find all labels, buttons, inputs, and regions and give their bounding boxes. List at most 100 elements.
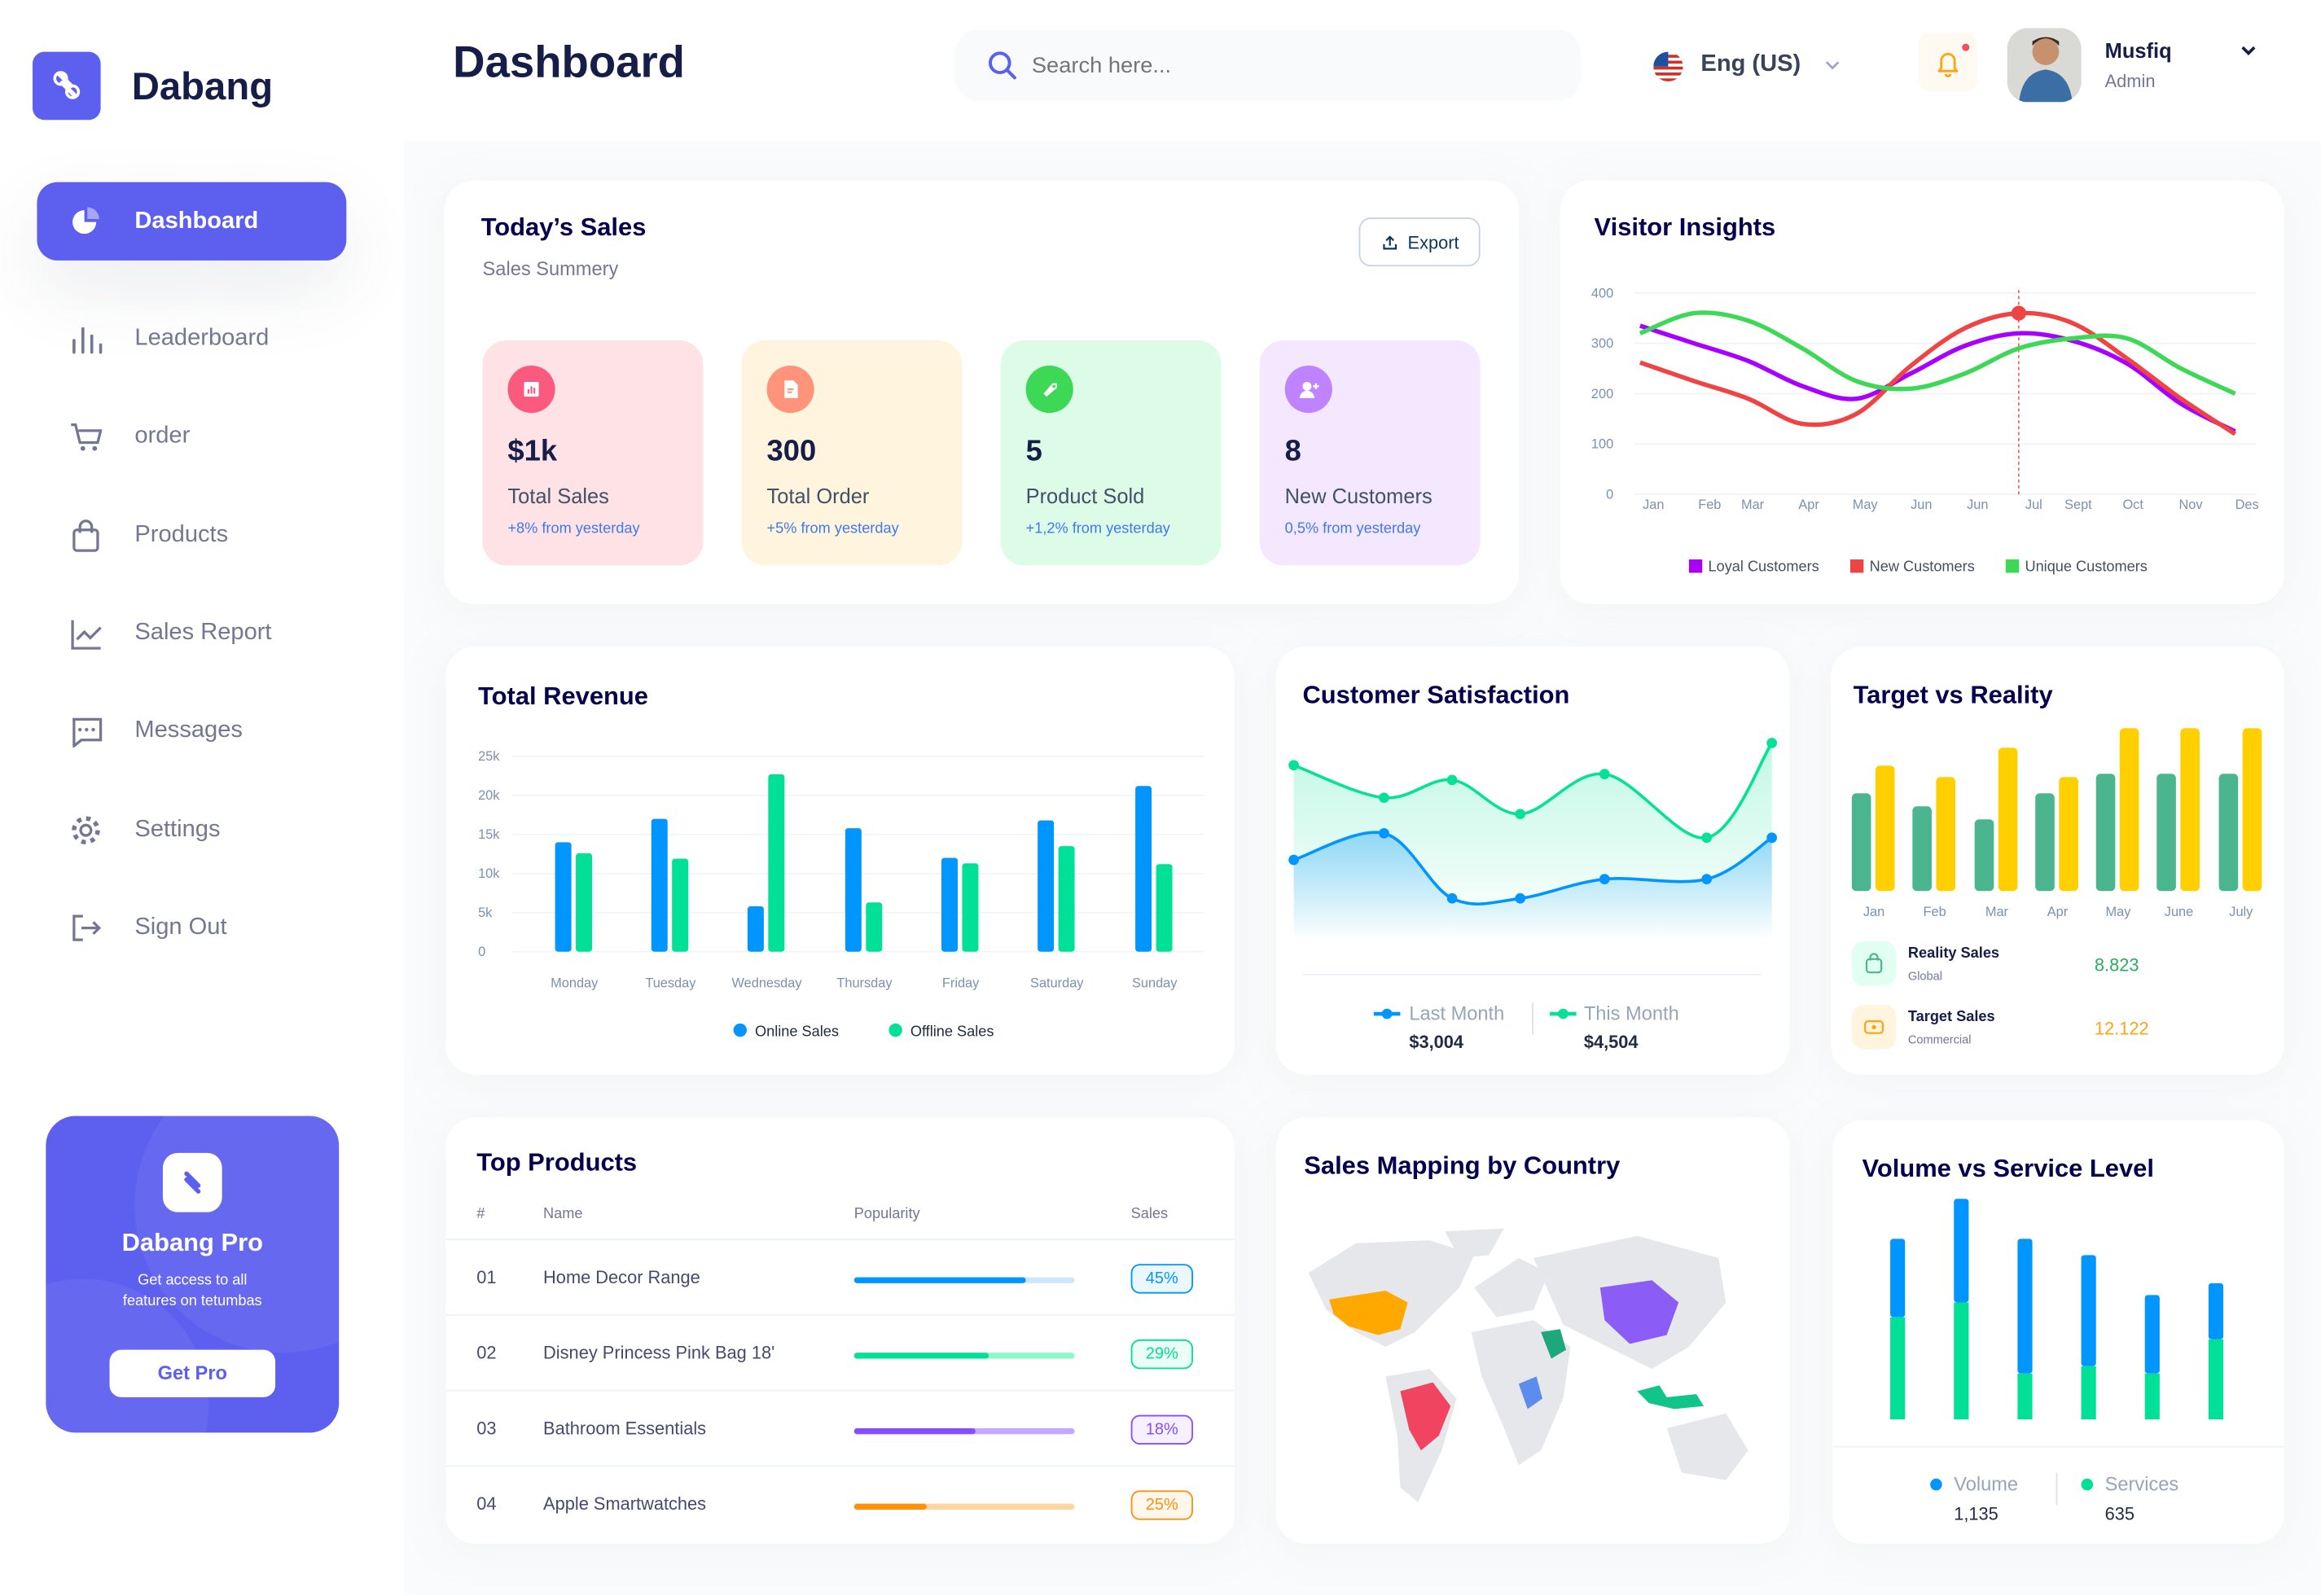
column-header: Sales — [1130, 1206, 1169, 1223]
export-label: Export — [1407, 232, 1459, 253]
legend-label: Offline Sales — [910, 1023, 994, 1039]
x-tick-label: Oct — [2122, 498, 2143, 512]
sales-badge: 25% — [1130, 1490, 1193, 1520]
gear-icon — [72, 815, 100, 844]
x-tick-label: July — [2229, 905, 2253, 919]
x-tick-label: Apr — [1798, 498, 1819, 512]
popularity-fill — [853, 1353, 989, 1359]
x-tick-label: Thursday — [836, 976, 893, 990]
data-point — [1766, 738, 1778, 748]
y-tick-label: 0 — [1606, 488, 1613, 502]
data-point — [1379, 827, 1389, 839]
table-row[interactable]: 01 Home Decor Range 45% — [445, 1239, 1235, 1314]
bar-services — [1954, 1302, 1969, 1420]
search-input[interactable] — [1031, 47, 1551, 83]
sidebar-item-messages[interactable]: Messages — [37, 691, 346, 770]
card-title: Total Revenue — [478, 682, 648, 711]
notifications-button[interactable] — [1918, 32, 1978, 92]
divider — [1532, 1002, 1534, 1035]
export-button[interactable]: Export — [1358, 217, 1481, 267]
volume-total: 1,135 — [1954, 1503, 1999, 1525]
series-line-new-customers — [1639, 310, 2237, 436]
sidebar-item-sales-report[interactable]: Sales Report — [37, 594, 346, 672]
country-dr-congo — [1518, 1376, 1542, 1410]
bar-services — [1890, 1317, 1906, 1420]
table-row[interactable]: 04 Apple Smartwatches 25% — [445, 1465, 1235, 1541]
summary-sub: Commercial — [1907, 1033, 1972, 1047]
popularity-fill — [853, 1427, 976, 1435]
bar-target-sales — [1936, 777, 1956, 892]
volume-vs-service-chart — [1890, 1199, 2224, 1420]
x-tick-label: Jan — [1643, 498, 1664, 512]
data-point — [1701, 874, 1713, 885]
x-tick-label: May — [2106, 905, 2132, 919]
table-row[interactable]: 02 Disney Princess Pink Bag 18' 29% — [445, 1314, 1235, 1390]
x-tick-label: Jun — [1911, 498, 1932, 512]
europe — [1474, 1257, 1549, 1318]
stat-label: Product Sold — [1025, 484, 1145, 508]
popularity-fill — [853, 1503, 928, 1510]
bar-services — [2144, 1373, 2160, 1420]
bar-reality-sales — [2095, 774, 2116, 892]
bar-offline-sales — [576, 853, 593, 952]
x-tick-label: Jul — [2025, 498, 2042, 512]
legend-dot — [733, 1023, 747, 1037]
promo-card: Dabang Pro Get access to all features on… — [46, 1116, 340, 1433]
summary-value: 8.823 — [2094, 954, 2139, 976]
x-tick-label: Jan — [1863, 905, 1884, 919]
stat-value: 8 — [1284, 435, 1301, 468]
target-vs-reality-card: Target vs Reality — [1831, 647, 2284, 1075]
sidebar-item-label: Products — [134, 521, 229, 547]
sidebar-item-products[interactable]: Products — [37, 496, 346, 574]
add-user-icon — [1299, 381, 1319, 398]
summary-sub: Global — [1907, 969, 1942, 983]
bar-services — [2081, 1366, 2096, 1420]
x-tick-label: Saturday — [1030, 976, 1084, 990]
search-bar[interactable] — [954, 29, 1582, 101]
sidebar-item-dashboard[interactable]: Dashboard — [37, 182, 347, 261]
stat-value: 300 — [766, 435, 817, 468]
bar-reality-sales — [1851, 793, 1871, 892]
stat-change: +1,2% from yesterday — [1025, 520, 1170, 537]
stat-icon-circle — [766, 365, 814, 414]
stat-card-total-order: 300 Total Order +5% from yesterday — [741, 340, 963, 566]
total-revenue-chart: 0 5k 10k 15k 20k 25k Monday Tuesday Wednesday Thu… — [478, 749, 1204, 1039]
x-tick-label: Tuesday — [645, 976, 696, 990]
get-pro-button[interactable]: Get Pro — [109, 1349, 276, 1397]
data-point — [1515, 809, 1526, 820]
bar-offline-sales — [866, 902, 883, 952]
sidebar-item-settings[interactable]: Settings — [37, 791, 346, 869]
language-selector[interactable]: Eng (US) — [1653, 49, 1868, 85]
x-tick-label: Mar — [1985, 905, 2009, 919]
avatar[interactable] — [2007, 28, 2082, 103]
this-month-label: This Month — [1583, 1002, 1679, 1024]
data-point — [1288, 854, 1299, 866]
last-month-legend-icon — [1373, 1008, 1401, 1019]
y-tick-label: 100 — [1591, 437, 1613, 452]
sidebar-item-label: Leaderboard — [134, 324, 270, 350]
bar-volume — [2208, 1282, 2224, 1340]
country-united-states — [1329, 1290, 1408, 1335]
x-tick-label: Mar — [1741, 498, 1765, 512]
top-products-card: Top Products # Name Popularity Sales 01 Home… — [445, 1117, 1235, 1544]
message-icon — [72, 717, 103, 747]
stat-icon-circle — [507, 365, 555, 414]
customer-satisfaction-chart — [1288, 738, 1778, 940]
continents — [1308, 1228, 1748, 1502]
series-line-loyal-customers — [1639, 323, 2236, 434]
x-tick-label: Feb — [1924, 905, 1946, 919]
promo-title: Dabang Pro — [121, 1228, 263, 1257]
user-menu-chevron-icon[interactable] — [2240, 43, 2257, 58]
data-point — [1515, 892, 1526, 904]
sidebar-item-leaderboard[interactable]: Leaderboard — [37, 299, 346, 377]
sidebar-item-sign-out[interactable]: Sign Out — [37, 888, 346, 967]
sidebar-item-label: Sign Out — [134, 914, 227, 940]
country-brazil — [1400, 1382, 1451, 1451]
bar-target-sales — [2242, 728, 2262, 892]
y-tick-label: 25k — [478, 749, 500, 764]
brand-logo[interactable] — [32, 51, 101, 121]
stat-value: $1k — [507, 435, 558, 468]
x-tick-label: June — [2165, 905, 2193, 919]
table-row[interactable]: 03 Bathroom Essentials 18% — [445, 1389, 1235, 1466]
sidebar-item-order[interactable]: order — [37, 397, 346, 475]
